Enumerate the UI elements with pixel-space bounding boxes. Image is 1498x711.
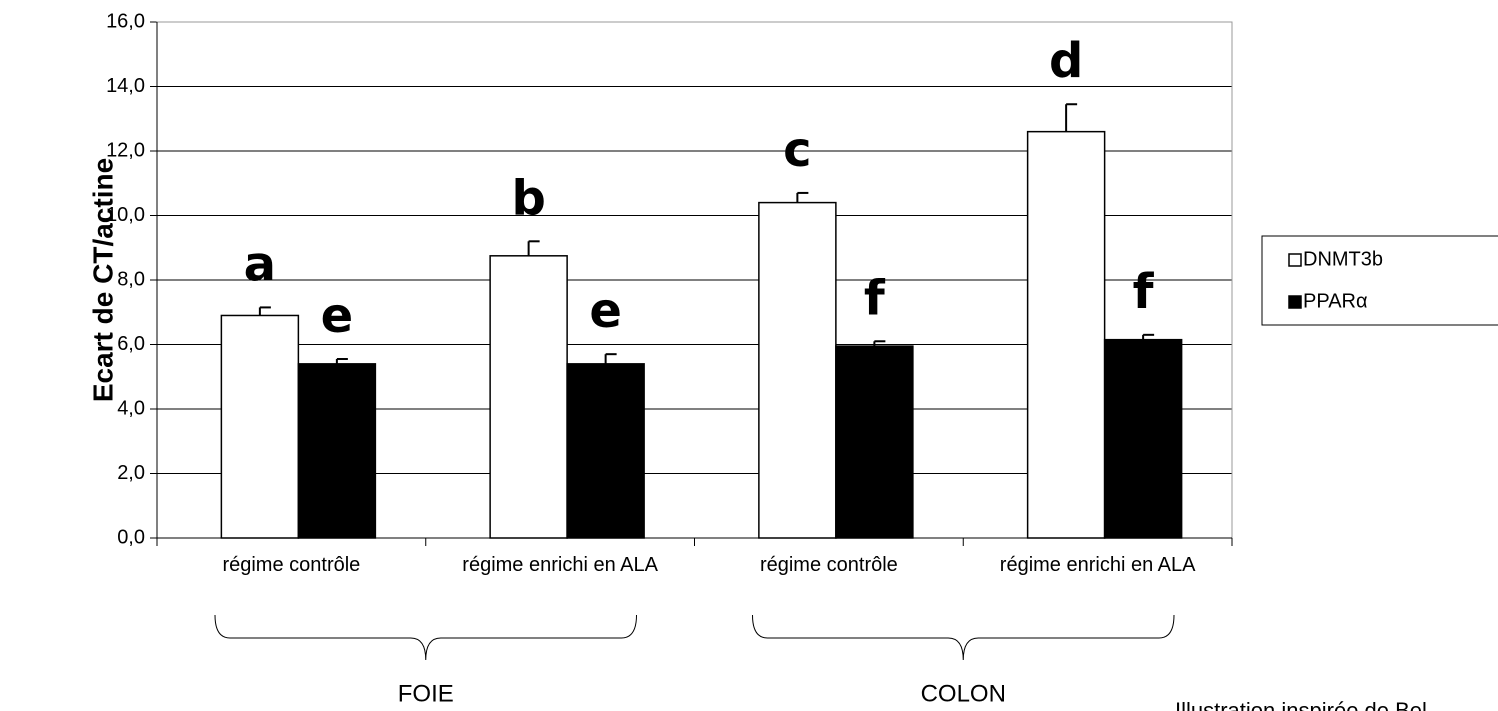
bar xyxy=(1026,130,1106,539)
bar-letter: f xyxy=(864,270,886,326)
x-tick-label: régime enrichi en ALA xyxy=(462,554,658,576)
y-tick-label: 4,0 xyxy=(117,397,145,419)
x-tick-label: régime contrôle xyxy=(222,554,361,576)
bar-letter: e xyxy=(321,288,354,344)
y-tick-label: 10,0 xyxy=(106,204,145,226)
y-tick-label: 8,0 xyxy=(117,268,145,290)
x-tick-label: régime contrôle xyxy=(759,554,898,576)
bar xyxy=(220,314,300,539)
legend-box xyxy=(1261,235,1498,326)
y-tick-label: 0,0 xyxy=(117,526,145,548)
bar-letter: f xyxy=(1133,264,1155,320)
legend-swatch xyxy=(1288,295,1302,309)
footnote: Illustration inspirée de Bel xyxy=(1175,698,1427,711)
bar-letter: d xyxy=(1049,33,1083,89)
bar xyxy=(297,363,377,539)
y-tick-label: 14,0 xyxy=(106,75,145,97)
y-tick-label: 2,0 xyxy=(117,462,145,484)
group-label: FOIE xyxy=(398,680,454,707)
group-bracket xyxy=(752,614,1175,661)
x-tick-label: régime enrichi en ALA xyxy=(999,554,1196,576)
bar xyxy=(1103,338,1183,539)
legend-swatch xyxy=(1288,253,1302,267)
y-tick-label: 16,0 xyxy=(106,10,145,32)
y-tick-label: 6,0 xyxy=(117,333,145,355)
x-tick-label-box: régime contrôle xyxy=(222,554,361,576)
x-tick-label-box: régime contrôle xyxy=(759,554,898,576)
bar-letter: a xyxy=(244,236,276,292)
x-tick-label-box: régime enrichi en ALA xyxy=(999,554,1196,576)
bar xyxy=(489,255,568,539)
bar-letter: e xyxy=(589,283,622,339)
bar xyxy=(566,363,645,539)
bar xyxy=(835,345,914,539)
group-label: COLON xyxy=(921,680,1006,707)
group-bracket xyxy=(214,614,637,661)
y-axis-label: Ecart de CT/actine xyxy=(87,158,118,402)
y-tick-label: 12,0 xyxy=(106,139,145,161)
x-tick-label-box: régime enrichi en ALA xyxy=(462,554,658,576)
bar-letter: c xyxy=(783,122,811,178)
bar xyxy=(758,201,837,539)
legend-label: DNMT3b xyxy=(1303,248,1383,270)
legend-label: PPARα xyxy=(1303,290,1368,312)
bar-letter: b xyxy=(511,170,545,226)
